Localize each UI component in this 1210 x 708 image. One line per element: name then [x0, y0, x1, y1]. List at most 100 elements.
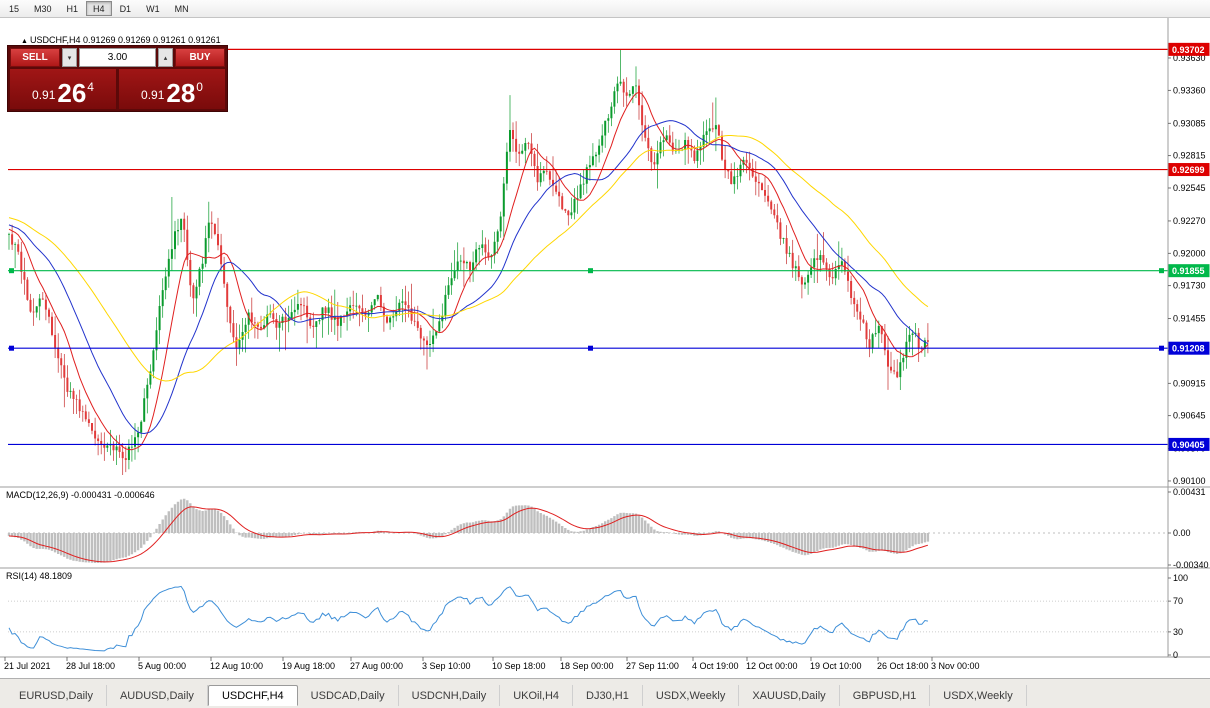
time-tick-label: 27 Aug 00:00 [350, 661, 403, 671]
time-tick-label: 3 Nov 00:00 [931, 661, 980, 671]
line-handle[interactable] [9, 268, 14, 274]
time-tick-label: 27 Sep 11:00 [626, 661, 679, 671]
rsi-tick-label: 0 [1173, 650, 1178, 660]
moving-average-48 [8, 135, 929, 382]
chart-tab-audusd-daily[interactable]: AUDUSD,Daily [107, 685, 208, 706]
price-badge [1168, 42, 1210, 56]
buy-price-pips: 28 [166, 78, 196, 109]
chart-tab-gbpusd-h1[interactable]: GBPUSD,H1 [840, 685, 931, 706]
symbol-label: USDCHF,H4 [29, 35, 81, 45]
chart-title: ▲ USDCHF,H4 0.91269 0.91269 0.91261 0.912… [6, 25, 221, 55]
macd-signal-line [8, 506, 929, 563]
price-tick-label: 0.91455 [1173, 314, 1206, 324]
timeframe-toolbar: 15 M30 H1 H4 D1 W1 MN [0, 0, 1210, 18]
time-tick-label: 3 Sep 10:00 [422, 661, 471, 671]
price-badge [1168, 264, 1210, 278]
macd-tick-label: -0.00340 [1173, 560, 1209, 570]
sell-price-pips: 26 [57, 78, 87, 109]
rsi-line [8, 585, 928, 652]
timeframe-button-w1[interactable]: W1 [146, 3, 160, 14]
time-tick-label: 10 Sep 18:00 [492, 661, 546, 671]
macd-histogram [7, 498, 930, 563]
chart-tab-ukoil-h4[interactable]: UKOil,H4 [500, 685, 574, 706]
time-tick-label: 26 Oct 18:00 [877, 661, 929, 671]
timeframe-button-m30[interactable]: M30 [34, 3, 52, 14]
price-badge-label: 0.92699 [1172, 165, 1205, 175]
chart-tab-dj30-h1[interactable]: DJ30,H1 [573, 685, 643, 706]
price-badge [1168, 341, 1210, 355]
rsi-tick-label: 30 [1173, 627, 1183, 637]
chart-tab-xauusd-daily[interactable]: XAUUSD,Daily [739, 685, 840, 706]
price-badge-label: 0.91208 [1172, 344, 1205, 354]
macd-indicator-label: MACD(12,26,9) -0.000431 -0.000646 [6, 490, 155, 500]
price-badge-label: 0.90405 [1172, 440, 1205, 450]
timeframe-button-15[interactable]: 15 [9, 3, 20, 14]
time-tick-label: 5 Aug 00:00 [138, 661, 186, 671]
price-tick-label: 0.93630 [1173, 53, 1206, 63]
line-handle[interactable] [1159, 345, 1164, 351]
sell-price-pip: 4 [87, 80, 94, 94]
chart-tab-eurusd-daily[interactable]: EURUSD,Daily [6, 685, 107, 706]
price-tick-label: 0.90915 [1173, 378, 1206, 388]
macd-values: -0.000431 -0.000646 [71, 490, 155, 500]
macd-tick-label: 0.00431 [1173, 487, 1206, 497]
line-handle[interactable] [1159, 268, 1164, 274]
chart-tab-usdchf-h4[interactable]: USDCHF,H4 [207, 685, 298, 706]
buy-price-big: 0.91 [141, 88, 165, 102]
symbol-marker-icon: ▲ [21, 38, 28, 45]
buy-button[interactable]: BUY [175, 48, 225, 67]
time-tick-label: 28 Jul 18:00 [66, 661, 115, 671]
moving-average-24 [8, 120, 929, 435]
time-tick-label: 21 Jul 2021 [4, 661, 51, 671]
price-badge-label: 0.93702 [1172, 45, 1205, 55]
sell-price-big: 0.91 [32, 88, 56, 102]
buy-quote[interactable]: 0.91 28 0 [119, 69, 225, 109]
time-tick-label: 4 Oct 19:00 [692, 661, 739, 671]
line-handle[interactable] [9, 345, 14, 351]
price-tick-label: 0.92545 [1173, 183, 1206, 193]
chart-tab-bar: EURUSD,Daily AUDUSD,Daily USDCHF,H4 USDCAD,… [0, 678, 1210, 708]
price-badge [1168, 437, 1210, 451]
rsi-tick-label: 100 [1173, 573, 1188, 583]
timeframe-button-h4[interactable]: H4 [86, 1, 112, 16]
price-tick-label: 0.91730 [1173, 281, 1206, 291]
price-tick-label: 0.90100 [1173, 476, 1206, 486]
ohlc-values: 0.91269 0.91269 0.91261 0.91261 [80, 35, 221, 45]
chart-tab-usdcad-daily[interactable]: USDCAD,Daily [298, 685, 399, 706]
lot-size-input[interactable] [79, 48, 156, 67]
chart-tab-usdx-weekly[interactable]: USDX,Weekly [643, 685, 740, 706]
sell-quote[interactable]: 0.91 26 4 [10, 69, 116, 109]
timeframe-button-mn[interactable]: MN [174, 3, 189, 14]
lot-decrease-button[interactable]: ▾ [62, 48, 77, 67]
macd-name: MACD(12,26,9) [6, 490, 69, 500]
timeframe-button-d1[interactable]: D1 [119, 3, 132, 14]
line-handle[interactable] [588, 345, 593, 351]
time-tick-label: 19 Aug 18:00 [282, 661, 335, 671]
buy-price-pip: 0 [196, 80, 203, 94]
time-tick-label: 19 Oct 10:00 [810, 661, 862, 671]
price-badge-label: 0.91855 [1172, 266, 1205, 276]
moving-average-10 [8, 91, 929, 451]
chart-area: 0.93630 0.93360 0.93085 0.92815 0.92545 0.922… [0, 18, 1210, 678]
chart-tab-usdcnh-daily[interactable]: USDCNH,Daily [399, 685, 501, 706]
time-tick-label: 12 Aug 10:00 [210, 661, 263, 671]
price-chart-canvas[interactable]: 0.93630 0.93360 0.93085 0.92815 0.92545 0.922… [0, 18, 1210, 678]
timeframe-button-h1[interactable]: H1 [66, 3, 79, 14]
chevron-down-icon: ▾ [67, 54, 72, 62]
price-tick-label: 0.90645 [1173, 411, 1206, 421]
price-tick-label: 0.92815 [1173, 151, 1206, 161]
rsi-value: 48.1809 [39, 571, 73, 581]
rsi-indicator-label: RSI(14) 48.1809 [6, 571, 72, 581]
chevron-up-icon: ▴ [163, 54, 168, 62]
line-handle[interactable] [588, 268, 593, 274]
sell-button[interactable]: SELL [10, 48, 60, 67]
price-tick-label: 0.93360 [1173, 85, 1206, 95]
lot-increase-button[interactable]: ▴ [158, 48, 173, 67]
time-tick-label: 18 Sep 00:00 [560, 661, 614, 671]
macd-tick-label: 0.00 [1173, 528, 1191, 538]
time-tick-label: 12 Oct 00:00 [746, 661, 798, 671]
chart-tab-usdx-weekly[interactable]: USDX,Weekly [930, 685, 1027, 706]
price-tick-label: 0.92270 [1173, 216, 1206, 226]
